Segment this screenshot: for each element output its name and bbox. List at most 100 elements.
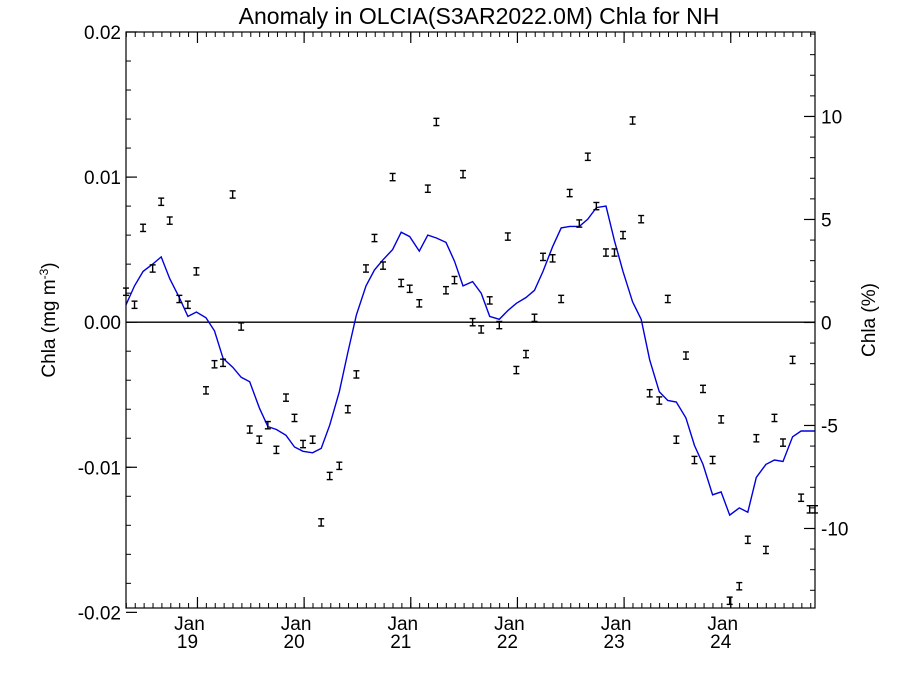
y-axis-label-close: ) bbox=[39, 262, 60, 268]
data-point bbox=[424, 184, 431, 194]
data-point bbox=[433, 117, 440, 127]
data-point bbox=[442, 285, 449, 295]
data-point bbox=[576, 219, 583, 228]
y-tick-label: -0.02 bbox=[78, 603, 121, 624]
data-point bbox=[238, 322, 245, 331]
data-point bbox=[336, 461, 343, 471]
y2-tick-label: 5 bbox=[821, 210, 832, 231]
x-tick-label-month: Jan bbox=[387, 614, 418, 635]
data-point bbox=[149, 264, 156, 273]
data-point bbox=[416, 298, 423, 308]
data-point bbox=[771, 413, 778, 423]
data-point bbox=[166, 216, 173, 225]
series-line bbox=[125, 205, 815, 517]
data-point bbox=[486, 296, 493, 305]
data-point bbox=[193, 267, 200, 276]
y-tick-label: 0.02 bbox=[84, 23, 121, 44]
data-point bbox=[602, 248, 609, 257]
data-point bbox=[264, 420, 271, 430]
data-point bbox=[256, 435, 263, 445]
x-tick-label-year: 20 bbox=[284, 632, 305, 653]
data-point bbox=[638, 214, 645, 224]
data-point bbox=[522, 349, 529, 359]
data-point bbox=[326, 471, 333, 481]
data-point bbox=[131, 300, 138, 310]
data-point bbox=[762, 545, 769, 555]
svg-text:Chla (mg m-3): Chla (mg m-3) bbox=[37, 262, 60, 377]
data-point bbox=[184, 300, 191, 310]
data-point bbox=[202, 386, 209, 395]
data-point bbox=[229, 190, 236, 199]
x-tick-label-month: Jan bbox=[494, 614, 525, 635]
data-point bbox=[273, 445, 280, 455]
data-point bbox=[158, 197, 165, 207]
y-axis-label: Chla (mg m-3) bbox=[37, 262, 60, 377]
data-point bbox=[318, 518, 325, 527]
x-tick-label-year: 22 bbox=[497, 632, 518, 653]
data-point bbox=[700, 384, 707, 394]
data-point bbox=[753, 433, 760, 443]
data-point bbox=[798, 493, 805, 503]
data-point bbox=[584, 152, 591, 162]
data-point bbox=[726, 596, 733, 606]
x-tick-label-month: Jan bbox=[601, 614, 632, 635]
plot-frame bbox=[125, 31, 816, 609]
data-point bbox=[673, 435, 680, 445]
data-point bbox=[353, 370, 360, 379]
y-tick-label: -0.01 bbox=[78, 458, 121, 479]
data-point bbox=[629, 116, 636, 125]
y-axis-label-text: Chla (mg m bbox=[39, 279, 60, 377]
data-point bbox=[736, 581, 743, 591]
y-axis-label-superscript: -3 bbox=[37, 268, 51, 279]
data-point bbox=[478, 325, 485, 334]
data-point bbox=[451, 275, 458, 285]
data-point bbox=[300, 439, 307, 449]
y2-axis-label: Chla (%) bbox=[859, 283, 880, 357]
x-tick-label-month: Jan bbox=[174, 614, 205, 635]
x-tick-label-year: 19 bbox=[177, 632, 198, 653]
x-tick-label-year: 21 bbox=[390, 632, 411, 653]
data-point bbox=[691, 455, 698, 465]
data-point bbox=[780, 438, 787, 447]
data-point bbox=[513, 365, 520, 375]
data-point bbox=[540, 252, 547, 262]
data-point bbox=[406, 284, 413, 294]
data-point bbox=[220, 358, 227, 368]
data-point bbox=[566, 188, 573, 198]
data-point bbox=[593, 201, 600, 211]
data-point bbox=[646, 388, 653, 398]
data-point bbox=[389, 172, 396, 182]
data-point bbox=[558, 294, 565, 304]
data-point bbox=[380, 261, 387, 270]
data-point bbox=[291, 413, 298, 423]
data-point bbox=[362, 264, 369, 273]
x-tick-label-month: Jan bbox=[707, 614, 738, 635]
data-point bbox=[282, 393, 289, 402]
data-point bbox=[246, 425, 253, 434]
y2-tick-label: -10 bbox=[821, 519, 848, 540]
data-point bbox=[682, 351, 689, 360]
data-point bbox=[620, 230, 627, 240]
data-point bbox=[140, 223, 147, 233]
y2-tick-label: 0 bbox=[821, 313, 832, 334]
data-point bbox=[469, 317, 476, 327]
chart-title: Anomaly in OLCIA(S3AR2022.0M) Chla for N… bbox=[239, 3, 720, 29]
data-point bbox=[371, 233, 378, 243]
data-point bbox=[309, 435, 316, 445]
x-tick-label-month: Jan bbox=[281, 614, 312, 635]
plot-layer: 0.020.010.00-0.01-0.021050-5-10Jan19Jan2… bbox=[78, 23, 849, 653]
data-point bbox=[460, 169, 467, 179]
data-point bbox=[744, 535, 751, 545]
data-point bbox=[211, 359, 218, 369]
data-point bbox=[656, 396, 663, 405]
data-point bbox=[789, 355, 796, 365]
data-point bbox=[549, 254, 556, 263]
data-point bbox=[718, 415, 725, 424]
data-point bbox=[176, 294, 183, 304]
data-point bbox=[531, 313, 538, 323]
data-point bbox=[611, 248, 618, 257]
y2-tick-label: 10 bbox=[821, 107, 842, 128]
data-point bbox=[664, 294, 671, 304]
data-point bbox=[398, 278, 405, 288]
